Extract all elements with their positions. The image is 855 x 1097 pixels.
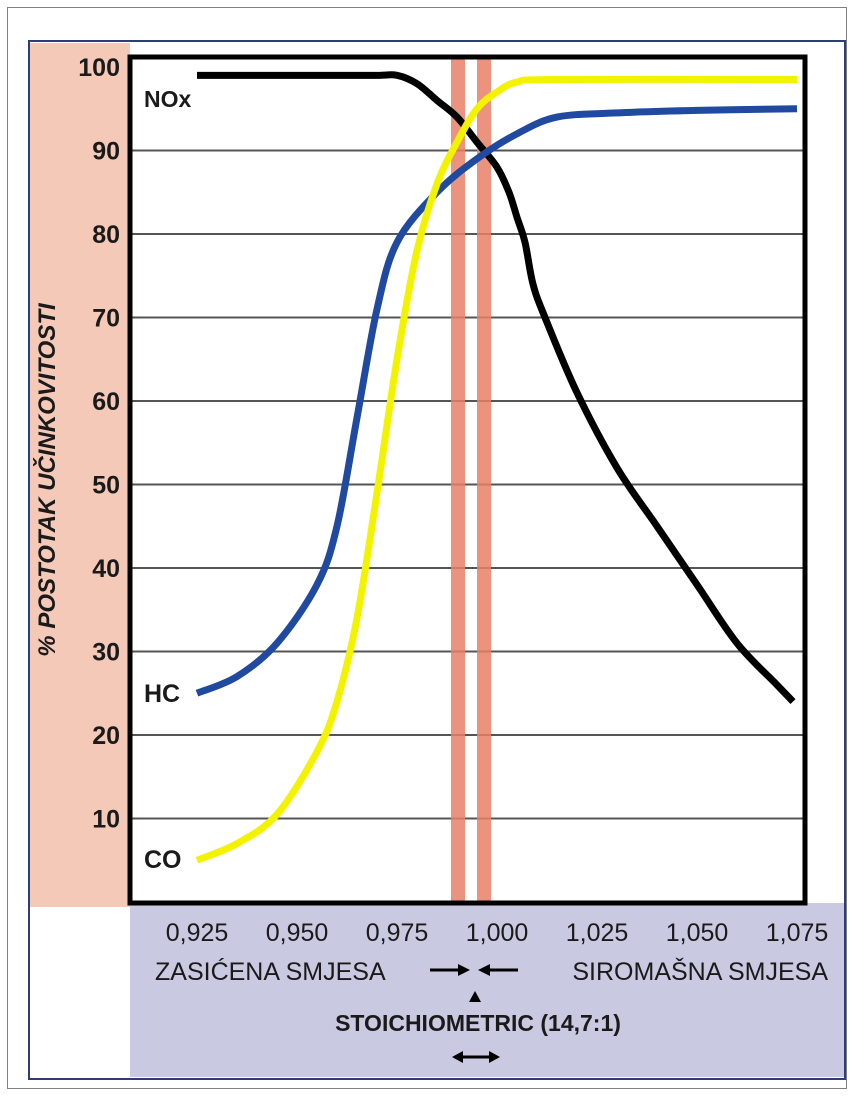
y-tick-label: 20 [92, 722, 120, 750]
x-tick-label: 0,950 [266, 919, 329, 947]
series-label-nox: NOx [144, 86, 192, 112]
y-axis-panel [30, 43, 130, 907]
y-tick-label: 60 [92, 388, 120, 416]
outer-frame [7, 7, 847, 1089]
series-line-hc [195, 105, 798, 697]
y-tick-label: 70 [92, 305, 120, 333]
stoich-window-arrow [452, 1051, 500, 1063]
y-tick-label: 80 [92, 221, 120, 249]
lean-mixture-label: SIROMAŠNA SMJESA [572, 957, 828, 986]
stoichiometric-label: STOICHIOMETRIC (14,7:1) [335, 1010, 621, 1036]
series [195, 71, 798, 864]
plot-border [127, 54, 808, 906]
plot-area [130, 57, 805, 903]
y-tick-label: 10 [92, 806, 120, 834]
y-tick-label: 50 [92, 472, 120, 500]
rich-arrow [430, 964, 470, 976]
lean-arrow [478, 964, 518, 976]
y-tick-label: 90 [92, 138, 120, 166]
stoichiometric-band [451, 57, 465, 903]
y-ticks: 10 20 30 40 50 60 70 80 90 100 [78, 54, 120, 834]
y-axis-label: % POSTOTAK UČINKOVITOSTI [33, 302, 61, 657]
rich-mixture-label: ZASIĆENA SMJESA [155, 957, 386, 986]
series-label-co: CO [144, 846, 182, 874]
stoich-pointer [469, 991, 481, 1002]
x-tick-label: 0,925 [166, 919, 229, 947]
stoichiometric-band [477, 57, 491, 903]
x-tick-label: 1,075 [766, 919, 829, 947]
x-tick-label: 1,025 [566, 919, 629, 947]
y-tick-label: 100 [78, 54, 120, 82]
x-tick-label: 1,050 [666, 919, 729, 947]
series-line-nox [196, 71, 796, 705]
x-ticks: 0,925 0,950 0,975 1,000 1,025 1,050 1,075 [166, 919, 829, 947]
chart-frame [28, 40, 846, 1080]
series-label-hc: HC [144, 680, 180, 708]
stoichiometric-bands [451, 57, 491, 903]
grid [130, 149, 805, 820]
y-tick-label: 40 [92, 555, 120, 583]
series-line-co [195, 75, 798, 864]
x-tick-label: 0,975 [366, 919, 429, 947]
x-axis-panel [130, 903, 844, 1077]
y-tick-label: 30 [92, 639, 120, 667]
x-tick-label: 1,000 [466, 919, 529, 947]
